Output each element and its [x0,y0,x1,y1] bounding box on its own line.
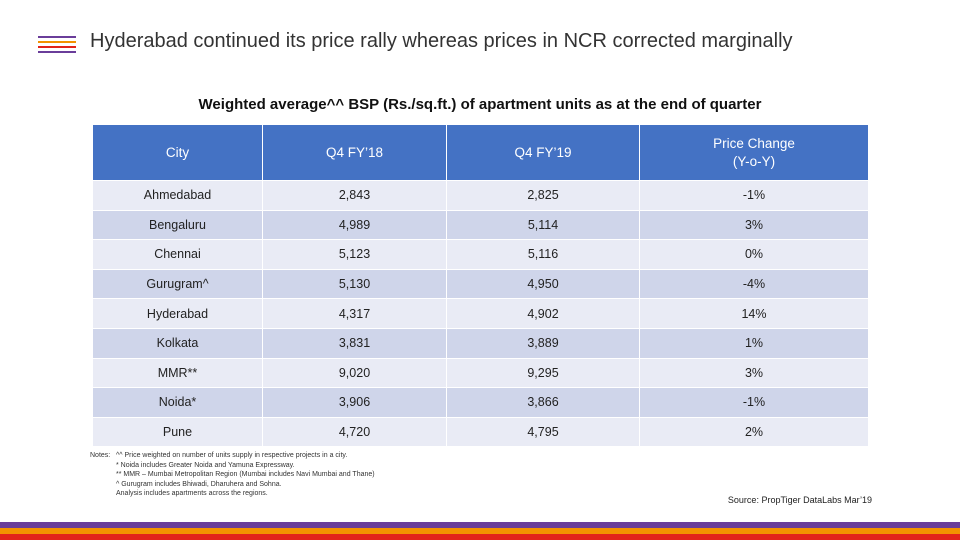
cell-city: Ahmedabad [92,180,263,211]
cell-q4-fy19: 4,795 [446,416,640,448]
price-table: City Q4 FY’18 Q4 FY’19 Price Change (Y-o… [92,124,869,448]
cell-city: Pune [92,416,263,448]
cell-q4-fy18: 3,906 [262,387,447,418]
cell-city: Hyderabad [92,298,263,329]
cell-q4-fy19: 2,825 [446,180,640,211]
table-row: Noida* 3,906 3,866 -1% [92,387,869,418]
cell-city: Gurugram^ [92,268,263,300]
table-row: Kolkata 3,831 3,889 1% [92,327,869,359]
table-row: Chennai 5,123 5,116 0% [92,239,869,270]
cell-price-change: -4% [639,268,869,300]
table-row: MMR** 9,020 9,295 3% [92,357,869,389]
table-row: Bengaluru 4,989 5,114 3% [92,209,869,241]
cell-city: Bengaluru [92,209,263,241]
cell-q4-fy19: 5,114 [446,209,640,241]
cell-city: MMR** [92,357,263,389]
table-row: Ahmedabad 2,843 2,825 -1% [92,180,869,211]
cell-q4-fy18: 4,989 [262,209,447,241]
cell-price-change: 14% [639,298,869,329]
page-title: Hyderabad continued its price rally wher… [90,30,793,52]
cell-q4-fy18: 2,843 [262,180,447,211]
cell-q4-fy19: 9,295 [446,357,640,389]
note-line: * Noida includes Greater Noida and Yamun… [116,461,295,469]
note-line: ** MMR – Mumbai Metropolitan Region (Mum… [116,471,375,479]
cell-price-change: -1% [639,180,869,211]
table-caption: Weighted average^^ BSP (Rs./sq.ft.) of a… [198,96,762,113]
notes: Notes: ^^ Price weighted on number of uni… [90,451,375,499]
cell-city: Kolkata [92,327,263,359]
col-header-city: City [92,124,263,181]
cell-q4-fy18: 4,720 [262,416,447,448]
notes-label: Notes: [90,452,111,459]
footer-stripes [0,522,960,540]
note-line: ^ Gurugram includes Bhiwadi, Dharuhera a… [116,480,282,488]
cell-q4-fy19: 3,889 [446,327,640,359]
cell-q4-fy18: 5,130 [262,268,447,300]
note-line: Notes: ^^ Price weighted on number of uni… [90,451,375,461]
cell-q4-fy19: 5,116 [446,239,640,270]
col-header-q4-fy19: Q4 FY’19 [446,124,640,181]
cell-q4-fy18: 3,831 [262,327,447,359]
col-header-price-change: Price Change (Y-o-Y) [639,124,869,181]
cell-price-change: 2% [639,416,869,448]
cell-q4-fy18: 4,317 [262,298,447,329]
cell-q4-fy19: 4,902 [446,298,640,329]
note-line: Analysis includes apartments across the … [116,490,268,498]
note-text: ^^ Price weighted on number of units sup… [116,452,348,459]
table-row: Pune 4,720 4,795 2% [92,416,869,448]
table-row: Gurugram^ 5,130 4,950 -4% [92,268,869,300]
table-header-row: City Q4 FY’18 Q4 FY’19 Price Change (Y-o… [92,124,869,181]
cell-price-change: 1% [639,327,869,359]
cell-price-change: 3% [639,357,869,389]
col-header-q4-fy18: Q4 FY’18 [262,124,447,181]
cell-price-change: 0% [639,239,869,270]
cell-q4-fy19: 4,950 [446,268,640,300]
header-logo-lines [38,36,76,56]
cell-q4-fy18: 9,020 [262,357,447,389]
source-text: Source: PropTiger DataLabs Mar’19 [727,495,872,505]
cell-city: Chennai [92,239,263,270]
cell-q4-fy18: 5,123 [262,239,447,270]
cell-price-change: -1% [639,387,869,418]
cell-q4-fy19: 3,866 [446,387,640,418]
table-row: Hyderabad 4,317 4,902 14% [92,298,869,329]
cell-city: Noida* [92,387,263,418]
cell-price-change: 3% [639,209,869,241]
